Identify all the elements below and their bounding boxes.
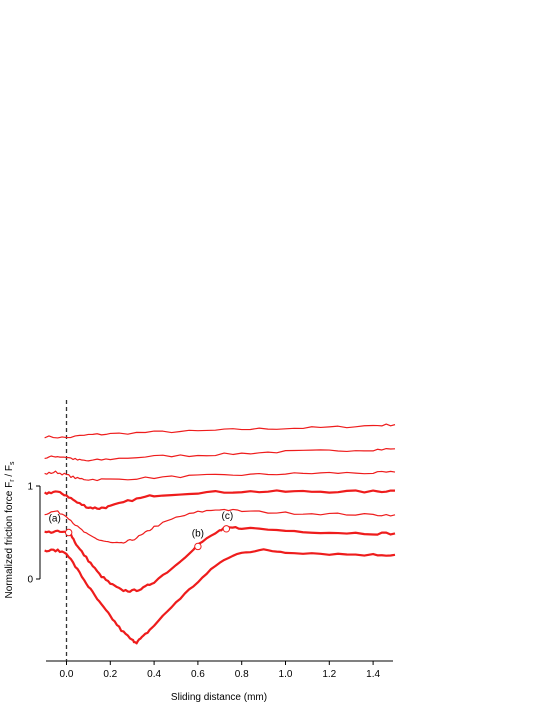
- x-tick-label: 0.4: [147, 669, 161, 680]
- series-line-7: [44, 548, 396, 645]
- x-tick-label: 1.4: [366, 669, 380, 680]
- series-line-6: [44, 525, 396, 593]
- series-line-1: [44, 423, 396, 439]
- x-axis-ticks: 0.0 0.2 0.4 0.6 0.8 1.0 1.2 1.4: [60, 661, 380, 680]
- annotation-marker: [222, 525, 231, 533]
- x-tick-label: 0.0: [60, 669, 74, 680]
- annotation-label: (b): [192, 528, 204, 539]
- y-axis-ticks: 01: [27, 482, 40, 586]
- series-line-2: [44, 448, 396, 462]
- point-annotations: (a) (b) (c): [49, 511, 234, 551]
- y-tick-label: 0: [27, 575, 33, 586]
- x-tick-label: 0.8: [235, 669, 249, 680]
- series-lines: [44, 423, 396, 645]
- series-line-3: [44, 470, 396, 482]
- x-tick-label: 0.6: [191, 669, 205, 680]
- x-axis-label: Sliding distance (mm): [171, 692, 267, 703]
- series-line-4: [44, 489, 396, 511]
- annotation-marker: [194, 542, 202, 551]
- x-tick-label: 1.0: [279, 669, 293, 680]
- annotation-marker: [64, 528, 73, 537]
- y-tick-label: 1: [27, 482, 33, 493]
- annotation-label: (c): [222, 511, 234, 522]
- series-line-5: [44, 508, 396, 544]
- y-axis-label: Normalized friction force Fr / Fs: [4, 461, 16, 599]
- annotation-label: (a): [49, 514, 61, 525]
- x-tick-label: 0.2: [103, 669, 117, 680]
- x-tick-label: 1.2: [322, 669, 336, 680]
